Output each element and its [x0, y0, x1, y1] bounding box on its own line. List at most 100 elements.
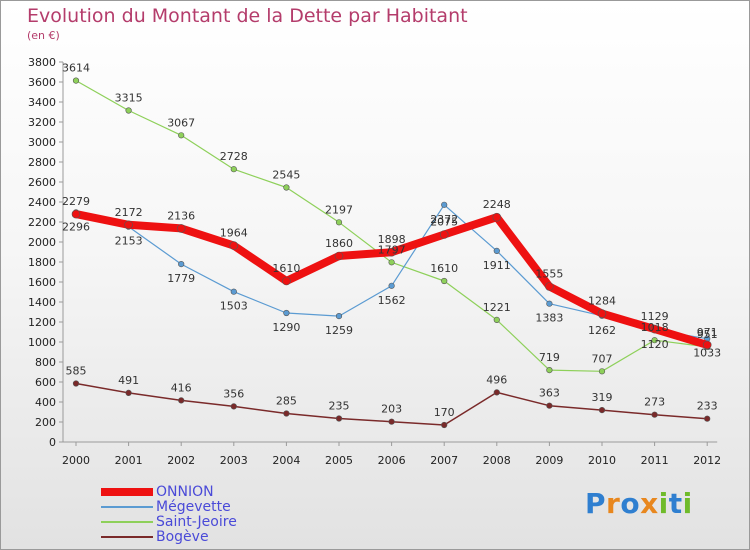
- data-label-onnion: 1964: [220, 227, 248, 240]
- data-point-bog-ve: [441, 421, 448, 429]
- data-label-m-gevette: 2296: [62, 220, 90, 233]
- y-tick-label: 3800: [28, 56, 56, 69]
- data-label-onnion: 2248: [483, 198, 511, 211]
- data-point-saint-jeoire: [388, 259, 395, 266]
- data-label-saint-jeoire: 1221: [483, 301, 511, 314]
- data-label-bog-ve: 363: [539, 387, 560, 400]
- data-point-onnion: [282, 276, 291, 286]
- y-tick-label: 3600: [28, 76, 56, 89]
- data-label-m-gevette: 1779: [167, 272, 195, 285]
- data-label-saint-jeoire: 2545: [272, 169, 300, 182]
- data-point-onnion: [124, 220, 133, 230]
- x-tick-label: 2010: [588, 454, 616, 467]
- data-point-onnion: [492, 212, 502, 222]
- legend-swatch: [101, 506, 153, 508]
- data-label-bog-ve: 585: [66, 365, 87, 378]
- data-label-m-gevette: 1120: [641, 338, 669, 351]
- data-point-saint-jeoire: [493, 316, 500, 324]
- brand-letter: t: [668, 487, 683, 520]
- brand-letter: r: [606, 487, 621, 520]
- data-label-m-gevette: 2372: [430, 213, 458, 226]
- brand-letter: i: [682, 487, 693, 520]
- data-label-m-gevette: 1503: [220, 300, 248, 313]
- data-point-bog-ve: [546, 402, 553, 409]
- data-label-bog-ve: 273: [644, 396, 665, 409]
- data-label-onnion: 2136: [167, 209, 195, 222]
- brand-letter: x: [640, 487, 659, 520]
- data-point-m-gevette: [493, 247, 500, 254]
- data-label-saint-jeoire: 3315: [115, 92, 143, 105]
- data-point-saint-jeoire: [546, 367, 553, 374]
- data-label-bog-ve: 285: [276, 395, 297, 408]
- y-tick-label: 3200: [28, 116, 56, 129]
- data-point-bog-ve: [283, 410, 290, 417]
- data-label-m-gevette: 1262: [588, 324, 616, 337]
- data-label-bog-ve: 235: [329, 400, 350, 413]
- y-tick-label: 1000: [28, 336, 56, 349]
- x-tick-label: 2008: [483, 454, 511, 467]
- y-tick-label: 600: [35, 376, 56, 389]
- chart-title: Evolution du Montant de la Dette par Hab…: [27, 5, 468, 27]
- data-point-onnion: [439, 230, 449, 239]
- data-label-m-gevette: 1562: [378, 294, 406, 307]
- data-point-m-gevette: [335, 313, 343, 320]
- data-label-saint-jeoire: 707: [592, 352, 613, 365]
- legend-label: Mégevette: [156, 499, 231, 515]
- data-point-onnion: [229, 241, 239, 250]
- data-point-bog-ve: [72, 380, 80, 387]
- data-point-bog-ve: [125, 389, 132, 397]
- brand-letter: o: [620, 487, 641, 520]
- y-tick-label: 1400: [28, 296, 56, 309]
- data-label-onnion: 1284: [588, 295, 616, 308]
- data-label-bog-ve: 203: [381, 403, 402, 416]
- data-label-bog-ve: 416: [171, 381, 192, 394]
- y-tick-label: 2400: [28, 196, 56, 209]
- legend-label: Bogève: [156, 529, 209, 545]
- data-label-saint-jeoire: 719: [539, 351, 560, 364]
- legend-swatch: [101, 536, 153, 538]
- data-point-saint-jeoire: [178, 132, 185, 139]
- data-label-saint-jeoire: 951: [697, 328, 718, 341]
- x-tick-label: 2005: [325, 454, 353, 467]
- data-point-m-gevette: [283, 309, 290, 317]
- data-label-onnion: 2172: [115, 206, 143, 219]
- data-point-bog-ve: [388, 418, 395, 425]
- x-tick-label: 2011: [641, 454, 669, 467]
- data-label-saint-jeoire: 3067: [167, 116, 195, 129]
- data-point-onnion: [71, 209, 81, 219]
- data-label-m-gevette: 1290: [272, 321, 300, 334]
- data-point-onnion: [387, 247, 396, 257]
- data-label-m-gevette: 1911: [483, 259, 511, 272]
- data-label-onnion: 1555: [535, 268, 563, 281]
- data-point-saint-jeoire: [598, 368, 606, 375]
- y-tick-label: 2000: [28, 236, 56, 249]
- brand-letter: i: [658, 487, 669, 520]
- data-label-onnion: 1860: [325, 237, 353, 250]
- data-label-saint-jeoire: 2197: [325, 203, 353, 216]
- data-label-bog-ve: 170: [434, 406, 455, 419]
- data-point-bog-ve: [598, 407, 606, 414]
- data-point-saint-jeoire: [335, 219, 343, 226]
- y-tick-label: 1800: [28, 256, 56, 269]
- x-tick-label: 2012: [693, 454, 721, 467]
- y-tick-label: 2200: [28, 216, 56, 229]
- data-point-bog-ve: [335, 415, 343, 422]
- data-point-onnion: [334, 251, 344, 261]
- x-tick-label: 2007: [430, 454, 458, 467]
- data-label-onnion: 2075: [430, 216, 458, 229]
- data-point-onnion: [545, 282, 554, 291]
- y-tick-label: 1200: [28, 316, 56, 329]
- data-label-onnion: 1610: [272, 262, 300, 275]
- x-tick-label: 2002: [167, 454, 195, 467]
- data-point-onnion: [176, 224, 186, 233]
- data-point-saint-jeoire: [651, 337, 658, 344]
- data-point-m-gevette: [546, 300, 553, 307]
- data-label-saint-jeoire: 1610: [430, 262, 458, 275]
- data-point-bog-ve: [230, 403, 237, 410]
- x-tick-label: 2004: [272, 454, 300, 467]
- data-label-saint-jeoire: 1797: [378, 243, 406, 256]
- data-label-onnion: 1129: [641, 310, 669, 323]
- data-label-bog-ve: 233: [697, 400, 718, 413]
- data-point-onnion: [702, 340, 712, 350]
